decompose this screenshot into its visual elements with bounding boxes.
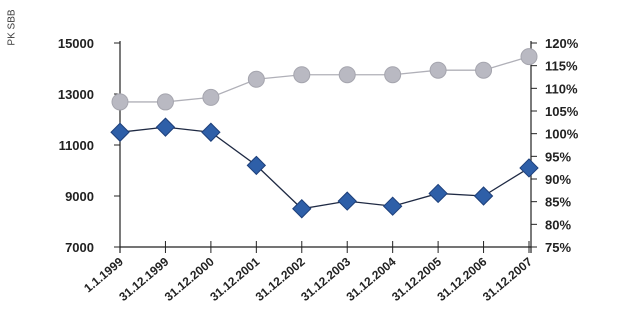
series-line-right [120,55,530,103]
data-point-diamond [201,122,221,142]
data-point-diamond [382,196,403,216]
left-tick-label: 13000 [58,87,94,102]
data-point-circle [520,48,538,66]
left-tick-label: 15000 [58,36,94,51]
x-tick-label: 1.1.1999 [81,254,126,295]
data-point-diamond [155,117,176,137]
data-point-diamond [110,122,130,142]
data-point-diamond [519,158,539,178]
data-point-circle [475,61,493,79]
right-tick-label: 110% [545,81,578,96]
data-point-circle [202,88,220,106]
right-tick-label: 105% [545,104,579,119]
right-tick-label: 85% [545,195,571,210]
data-point-circle [293,66,311,84]
data-point-circle [384,66,402,84]
right-tick-label: 80% [545,217,571,232]
right-tick-label: 120% [545,36,579,51]
data-point-diamond [428,183,448,204]
x-tick-label: 31.12.2007 [480,254,535,304]
data-point-diamond [246,155,267,176]
right-tick-label: 75% [545,240,571,255]
right-tick-label: 90% [545,172,571,187]
left-tick-label: 7000 [65,240,94,255]
right-tick-label: 95% [545,149,571,164]
data-point-diamond [337,191,357,211]
data-point-circle [338,66,356,84]
data-point-circle [429,61,447,79]
right-tick-label: 100% [545,127,579,142]
data-point-diamond [473,186,494,206]
data-point-circle [156,93,174,111]
left-tick-label: 11000 [59,138,94,153]
series-line-left [119,126,530,210]
data-point-circle [247,70,265,88]
data-point-circle [111,93,129,111]
left-tick-label: 9000 [65,189,94,204]
right-tick-label: 115% [545,59,578,74]
data-point-diamond [292,199,312,219]
